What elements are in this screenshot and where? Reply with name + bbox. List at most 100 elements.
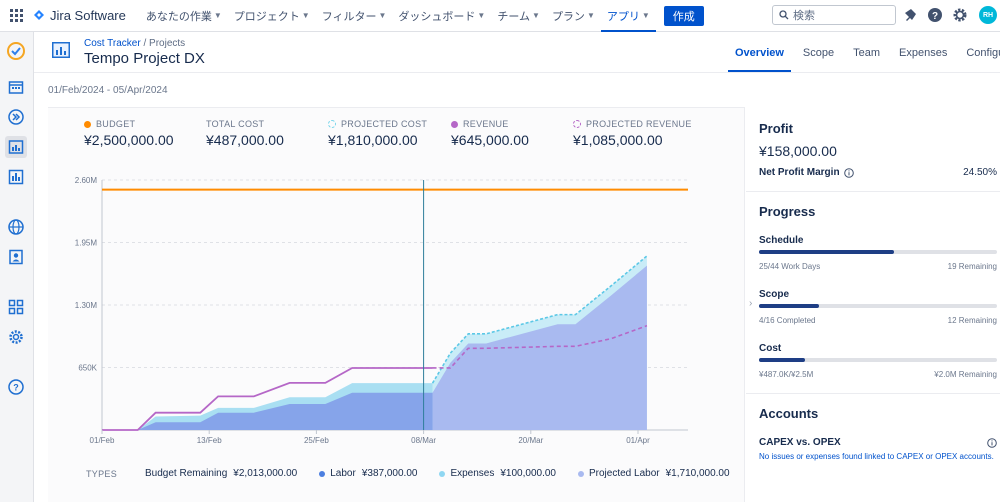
user-avatar[interactable]: RH (979, 6, 997, 24)
nav-label: ダッシュボード (398, 10, 476, 23)
create-button[interactable]: 作成 (663, 5, 704, 26)
nav-projects[interactable]: プロジェクト ▼ (228, 0, 316, 32)
schedule-detail: 25/44 Work Days 19 Remaining (759, 262, 997, 271)
info-icon[interactable] (843, 167, 854, 178)
nav-filters[interactable]: フィルター ▼ (316, 0, 393, 32)
x-tick-label: 01/Feb (90, 436, 115, 445)
scope-progress-bar (759, 304, 997, 308)
globe-icon[interactable] (5, 216, 27, 238)
projected-revenue-legend-icon (573, 120, 581, 128)
cost-label: Cost (759, 343, 782, 354)
summary-panel: Profit ¥158,000.00 Net Profit Margin 24.… (746, 107, 1000, 502)
chevron-right-icon[interactable]: › (749, 298, 753, 309)
user-card-icon[interactable] (5, 246, 27, 268)
app-switcher-icon[interactable] (10, 8, 24, 23)
revenue-line (102, 367, 433, 431)
svg-text:?: ? (13, 383, 19, 393)
y-tick-label: 2.60M (75, 176, 98, 185)
search-icon (779, 10, 789, 20)
cost-chart[interactable]: 650K 1.30M 1.95M 2.60M 01/Feb 13/Feb 25/Feb 08/… (48, 170, 698, 450)
tab-scope[interactable]: Scope (802, 47, 835, 59)
progress-fill (759, 358, 806, 362)
y-tick-label: 1.95M (75, 239, 98, 248)
tab-configuration[interactable]: Configuration (966, 47, 1000, 59)
nav-label: フィルター (321, 10, 377, 23)
breadcrumb-cost-tracker[interactable]: Cost Tracker (84, 38, 141, 49)
notifications-icon[interactable] (902, 7, 918, 23)
legend-label: Expenses (450, 468, 495, 479)
search-placeholder: 検索 (793, 10, 815, 22)
tab-expenses[interactable]: Expenses (899, 47, 948, 59)
accounts-title: Accounts (759, 406, 819, 421)
chevron-down-icon: ▼ (378, 11, 387, 20)
date-range[interactable]: 01/Feb/2024 - 05/Apr/2024 (48, 85, 168, 96)
divider (746, 393, 1000, 394)
cost-remaining: ¥2.0M Remaining (934, 370, 997, 379)
nav-apps[interactable]: アプリ ▼ (600, 0, 656, 32)
breadcrumb-projects[interactable]: Projects (149, 38, 186, 49)
legend-labor[interactable]: Labor ¥387,000.00 (319, 468, 417, 479)
legend-amount: ¥2,013,000.00 (233, 468, 298, 479)
scope-detail: 4/16 Completed 12 Remaining (759, 316, 997, 325)
projected-revenue-line (432, 324, 648, 369)
metric-label: BUDGET (96, 119, 136, 129)
help-icon[interactable]: ? (927, 7, 943, 23)
forward-icon[interactable] (5, 106, 27, 128)
net-profit-margin-value: 24.50% (963, 167, 997, 178)
metric-label: REVENUE (463, 119, 509, 129)
settings-gear-icon[interactable] (952, 7, 968, 23)
page-title: Tempo Project DX (84, 50, 205, 67)
metric-label: PROJECTED REVENUE (586, 119, 692, 129)
divider (746, 191, 1000, 192)
search-input[interactable]: 検索 (772, 5, 896, 25)
scope-left: 4/16 Completed (759, 316, 816, 325)
chevron-down-icon: ▼ (586, 11, 595, 20)
help-circle-icon[interactable]: ? (5, 376, 27, 398)
schedule-left: 25/44 Work Days (759, 262, 821, 271)
nav-teams[interactable]: チーム ▼ (491, 0, 546, 32)
info-icon[interactable] (987, 437, 997, 448)
metric-value: ¥487,000.00 (206, 132, 284, 148)
projected-labor-dot-icon (578, 470, 584, 477)
calendar-icon[interactable] (5, 76, 27, 98)
legend-budget-remaining[interactable]: Budget Remaining ¥2,013,000.00 (145, 468, 297, 479)
metric-value: ¥645,000.00 (451, 132, 529, 148)
nav-dashboards[interactable]: ダッシュボード ▼ (392, 0, 491, 32)
expenses-dot-icon (439, 470, 446, 477)
tab-overview[interactable]: Overview (728, 38, 791, 72)
metric-label: PROJECTED COST (341, 119, 428, 129)
labor-area (102, 392, 433, 430)
capex-opex-label: CAPEX vs. OPEX (759, 437, 841, 448)
schedule-label: Schedule (759, 235, 804, 246)
metric-total-cost: TOTAL COST ¥487,000.00 (206, 118, 284, 148)
nav-label: チーム (497, 10, 531, 23)
nav-your-work[interactable]: あなたの作業 ▼ (140, 0, 228, 32)
nav-label: プロジェクト (233, 10, 300, 23)
reports-icon[interactable] (5, 166, 27, 188)
legend-types-label: TYPES (86, 468, 118, 479)
budget-legend-dot (84, 120, 91, 128)
svg-text:?: ? (932, 11, 938, 22)
metric-revenue: REVENUE ¥645,000.00 (451, 118, 529, 148)
projected-labor-area (432, 265, 647, 430)
legend-projected-labor[interactable]: Projected Labor ¥1,710,000.00 (578, 468, 730, 479)
net-profit-margin-label: Net Profit Margin (759, 167, 840, 178)
metric-budget: BUDGET ¥2,500,000.00 (84, 118, 174, 148)
y-tick-label: 1.30M (75, 301, 98, 310)
cost-tracker-icon[interactable] (5, 136, 27, 158)
nav-plans[interactable]: プラン ▼ (546, 0, 601, 32)
schedule-remaining: 19 Remaining (947, 262, 997, 271)
chevron-down-icon: ▼ (532, 11, 540, 20)
tab-team[interactable]: Team (853, 47, 881, 59)
product-name: Jira Software (50, 8, 126, 23)
progress-fill (759, 250, 895, 254)
x-tick-label: 08/Mar (411, 436, 436, 445)
jira-logo[interactable]: Jira Software (32, 8, 126, 23)
settings-icon[interactable] (5, 326, 27, 348)
tempo-logo-icon[interactable] (5, 40, 27, 62)
x-tick-label: 01/Apr (626, 436, 650, 445)
x-tick-label: 20/Mar (518, 436, 543, 445)
legend-amount: ¥100,000.00 (500, 468, 556, 479)
legend-expenses[interactable]: Expenses ¥100,000.00 (439, 468, 556, 479)
apps-grid-icon[interactable] (5, 296, 27, 318)
